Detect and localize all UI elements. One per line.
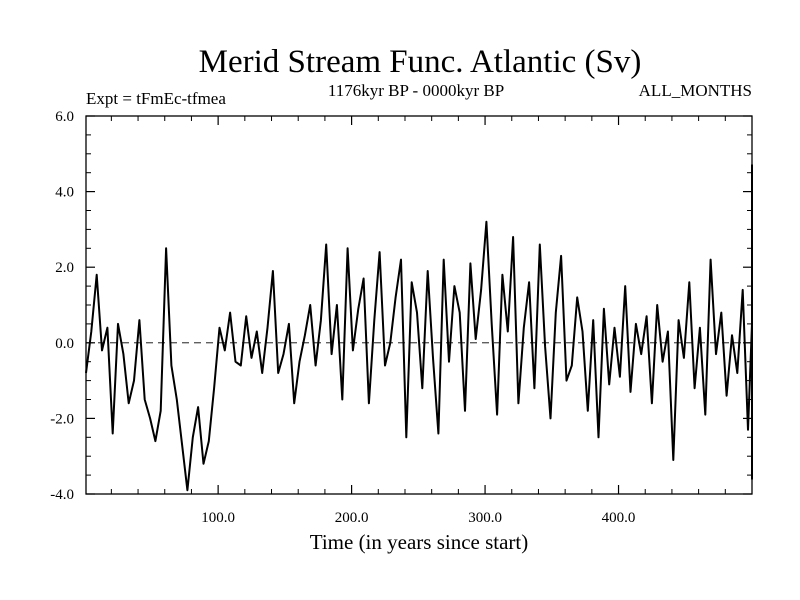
x-tick-label: 300.0: [468, 510, 502, 526]
series-line-moc-anomaly: [85, 164, 753, 492]
y-tick-label: -2.0: [50, 411, 74, 427]
period-label: 1176kyr BP - 0000kyr BP: [328, 81, 504, 100]
y-axis-ticks: -4.0 -2.0 0.0 2.0 4.0 6.0: [50, 109, 752, 503]
x-tick-label: 400.0: [602, 510, 636, 526]
y-tick-label: 4.0: [55, 185, 74, 201]
y-tick-label: 6.0: [55, 109, 74, 125]
x-axis-label: Time (in years since start): [310, 530, 529, 554]
experiment-label: Expt = tFmEc-tfmea: [86, 89, 226, 108]
y-tick-label: 0.0: [55, 336, 74, 352]
season-label: ALL_MONTHS: [639, 81, 752, 100]
y-tick-label: 2.0: [55, 260, 74, 276]
x-axis-ticks: 100.0 200.0 300.0 400.0: [110, 116, 726, 526]
y-tick-label: -4.0: [50, 487, 74, 503]
x-tick-label: 200.0: [335, 510, 369, 526]
chart-title: Merid Stream Func. Atlantic (Sv): [199, 44, 642, 80]
plot-frame: [85, 115, 753, 495]
x-tick-label: 100.0: [201, 510, 235, 526]
